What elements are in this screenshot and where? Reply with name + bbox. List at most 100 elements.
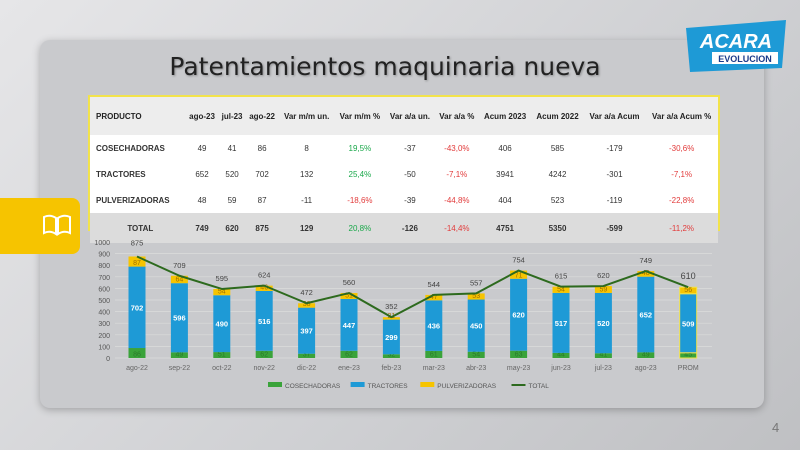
- total-data-label: 620: [597, 271, 610, 280]
- x-tick-label: ago-23: [635, 365, 657, 372]
- bar-data-label: 51: [218, 352, 226, 359]
- table-cell: 59: [227, 195, 237, 205]
- legend-label: PULVERIZADORAS: [437, 383, 496, 390]
- bar-tractores: [510, 278, 528, 351]
- y-tick-label: 1000: [94, 240, 110, 247]
- bar-data-label: 47: [430, 294, 438, 301]
- bar-tractores: [594, 292, 612, 354]
- table-cell: 87: [257, 195, 267, 205]
- bar-data-label: 51: [345, 292, 353, 299]
- x-tick-label: jun-23: [550, 365, 571, 372]
- table-cell: 4751: [478, 213, 532, 243]
- table-row: COSECHADORAS 49 41 86 8 19,5% -37 -43,0% 406 585 -…: [90, 135, 718, 161]
- table-cell: 8: [304, 143, 309, 153]
- bar-cosechadoras: [467, 351, 485, 358]
- table-cell: -18,6%: [347, 195, 373, 205]
- table-cell: -43,0%: [444, 143, 470, 153]
- y-tick-label: 900: [98, 252, 110, 259]
- table-cell: 749: [185, 213, 219, 243]
- bar-pulverizadoras: [510, 270, 528, 279]
- x-tick-label: ago-22: [126, 365, 148, 372]
- table-cell: -30,6%: [668, 143, 695, 153]
- bar-data-label: 49: [176, 352, 184, 359]
- bar-tractores: [552, 292, 570, 353]
- bar-cosechadoras: [213, 352, 231, 358]
- y-tick-label: 0: [106, 356, 110, 363]
- table-cell: -22,8%: [668, 195, 695, 205]
- y-tick-label: 300: [98, 321, 110, 328]
- table-cell: -179: [606, 143, 623, 153]
- column-header: Acum 2022: [531, 97, 584, 135]
- column-header: ago-23: [185, 97, 219, 135]
- bar-data-label: 54: [472, 352, 480, 359]
- column-header: Var m/m %: [334, 97, 386, 135]
- svg-text:ACARA: ACARA: [699, 31, 772, 53]
- table-cell: 404: [498, 195, 512, 205]
- table-cell: -37: [404, 143, 416, 153]
- x-tick-label: dic-22: [297, 365, 316, 372]
- table-row: PULVERIZADORAS 48 59 87 -11 -18,6% -39 -44,8% 40…: [90, 187, 718, 213]
- y-tick-label: 800: [98, 263, 110, 270]
- table-cell: -599: [583, 213, 646, 243]
- x-tick-label: mar-23: [423, 365, 445, 372]
- page-number: 4: [772, 420, 780, 435]
- bar-tractores: [467, 299, 485, 352]
- bar-tractores: [170, 283, 188, 353]
- bar-pulverizadoras: [213, 288, 231, 296]
- table-cell: 86: [257, 143, 267, 153]
- table-cell: -39: [404, 195, 416, 205]
- x-tick-label: oct-22: [212, 365, 232, 372]
- legend-label: TRACTORES: [368, 383, 409, 390]
- bar-cosechadoras: [637, 352, 655, 358]
- bar-pulverizadoras: [467, 293, 485, 300]
- column-header: Var a/a un.: [385, 97, 435, 135]
- table-cell: 19,5%: [348, 143, 372, 153]
- column-header: PRODUCTO: [90, 97, 186, 135]
- column-header: Var a/a Acum %: [645, 97, 718, 135]
- bar-data-label: 48: [642, 270, 650, 277]
- legend-swatch: [268, 382, 282, 387]
- table-cell: -11: [301, 195, 313, 205]
- bar-pulverizadoras: [128, 256, 146, 267]
- page-title: Patentamientos maquinaria nueva: [169, 52, 601, 81]
- column-header: jul-23: [218, 97, 246, 135]
- bar-tractores: [425, 300, 443, 351]
- legend-label: COSECHADORAS: [285, 383, 341, 390]
- svg-text:EVOLUCION: EVOLUCION: [718, 54, 772, 64]
- table-cell: 49: [197, 143, 207, 153]
- side-tab[interactable]: [0, 198, 80, 254]
- bar-pulverizadoras: [425, 294, 443, 301]
- bar-cosechadoras: [298, 353, 316, 358]
- table-cell: 875: [245, 213, 279, 243]
- table-cell: -44,8%: [444, 195, 470, 205]
- total-data-label: 595: [216, 274, 229, 283]
- table-cell: -7,1%: [446, 169, 468, 179]
- bar-cosechadoras: [255, 350, 273, 358]
- table-cell: 702: [255, 169, 269, 179]
- bar-data-label: 447: [343, 321, 356, 330]
- column-header: Var a/a Acum: [583, 97, 646, 135]
- x-tick-label: nov-22: [253, 365, 275, 372]
- bar-data-label: 517: [555, 319, 568, 328]
- x-tick-label: may-23: [507, 365, 530, 372]
- legend-swatch: [420, 382, 435, 387]
- bar-data-label: 62: [260, 352, 268, 359]
- table-cell: PULVERIZADORAS: [96, 195, 170, 205]
- bar-tractores: [213, 295, 231, 353]
- bar-data-label: 436: [428, 322, 441, 331]
- total-data-label: 624: [258, 271, 271, 280]
- bar-tractores: [255, 290, 273, 351]
- column-header: Acum 2023: [478, 97, 532, 135]
- table-cell: 4242: [548, 169, 567, 179]
- acara-logo: ACARA EVOLUCION: [682, 18, 790, 74]
- x-tick-label: abr-23: [466, 365, 486, 372]
- bar-data-label: 54: [218, 289, 226, 296]
- total-data-label: 615: [555, 272, 568, 281]
- y-tick-label: 400: [98, 310, 110, 317]
- total-data-label: 557: [470, 278, 483, 287]
- total-data-label: 610: [681, 271, 696, 281]
- book-icon: [43, 214, 71, 236]
- bar-pulverizadoras: [594, 286, 612, 293]
- table-cell: 5350: [531, 213, 584, 243]
